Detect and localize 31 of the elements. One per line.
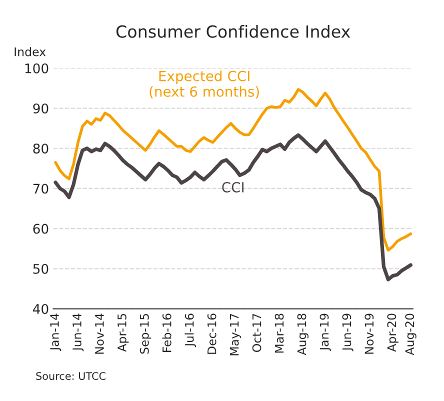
series-label: Expected CCI (next 6 months): [150, 70, 259, 98]
x-tick-label: May-17: [230, 314, 242, 356]
y-tick-label: 50: [33, 264, 48, 274]
line-series: [54, 133, 412, 282]
x-tick-label: Jan-19: [320, 314, 331, 352]
x-tick-label: Aug-20: [405, 314, 416, 356]
x-tick-label: Jul-16: [184, 314, 196, 348]
x-tick-label: Jun-19: [342, 314, 354, 352]
chart-title: Consumer Confidence Index: [116, 24, 350, 38]
y-tick-label: 100: [25, 63, 48, 74]
series-label: CCI: [222, 182, 244, 192]
y-axis-title: Index: [14, 47, 46, 56]
x-tick-label: Sep-15: [140, 314, 152, 354]
x-tick-label: Nov-19: [364, 314, 374, 354]
x-tick-label: Apr-15: [118, 314, 129, 352]
x-tick-label: Feb-16: [162, 314, 172, 352]
y-tick-label: 40: [32, 304, 48, 314]
x-tick-label: Apr-20: [387, 314, 398, 352]
y-tick-label: 70: [33, 184, 48, 194]
y-tick-label: 60: [33, 224, 48, 234]
y-tick-label: 90: [33, 103, 48, 114]
source-note: Source: UTCC: [36, 372, 106, 380]
line-series: [54, 88, 412, 252]
x-tick-label: Jun-14: [72, 314, 84, 352]
x-tick-label: Mar-18: [274, 314, 284, 353]
x-tick-label: Oct-17: [252, 314, 262, 352]
x-tick-label: Jan-14: [50, 314, 62, 352]
x-tick-label: Dec-16: [207, 314, 216, 354]
y-tick-label: 80: [33, 144, 48, 154]
x-tick-label: Nov-14: [95, 314, 104, 354]
x-tick-label: Aug-18: [297, 314, 308, 356]
